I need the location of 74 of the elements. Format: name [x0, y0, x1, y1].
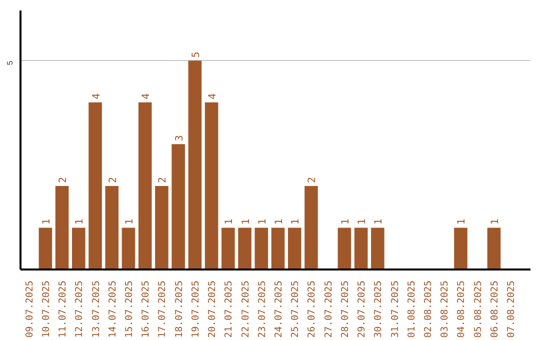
x-tick-label: 28.07.2025 [340, 280, 351, 338]
bar [72, 228, 86, 270]
data-label: 1 [224, 218, 236, 225]
x-tick-label: 07.08.2025 [506, 280, 518, 338]
data-label: 2 [108, 176, 119, 183]
x-tick-label: 01.08.2025 [406, 280, 418, 338]
bar [172, 144, 185, 270]
bar [338, 228, 352, 270]
x-tick-label: 27.07.2025 [323, 280, 334, 338]
x-tick-label: 04.08.2025 [456, 280, 468, 338]
x-tick-label: 25.07.2025 [290, 280, 302, 338]
x-tick-label: 29.07.2025 [356, 280, 368, 338]
data-label: 5 [190, 52, 202, 58]
data-label: 1 [340, 218, 352, 225]
data-label: 4 [208, 93, 219, 100]
bar [105, 186, 119, 270]
bar [288, 228, 302, 270]
x-tick-label: 21.07.2025 [224, 280, 235, 338]
bar [222, 228, 235, 270]
x-tick-label: 22.07.2025 [240, 280, 252, 338]
data-label: 1 [74, 218, 86, 225]
x-tick-label: 05.08.2025 [472, 280, 484, 338]
x-tick-label: 06.08.2025 [489, 280, 500, 338]
x-tick-label: 26.07.2025 [306, 280, 318, 338]
bar [204, 102, 218, 270]
data-label: 1 [374, 218, 385, 225]
data-label: 2 [58, 176, 70, 183]
x-tick-label: 16.07.2025 [140, 280, 152, 338]
x-tick-label: 17.07.2025 [157, 280, 168, 338]
x-tick-label: 18.07.2025 [174, 280, 185, 338]
data-label: 1 [357, 218, 368, 225]
bar [238, 228, 252, 270]
data-label: 2 [158, 176, 169, 183]
bar [254, 228, 268, 270]
data-label: 4 [141, 93, 152, 100]
bar [271, 228, 285, 270]
data-label: 4 [91, 93, 102, 100]
data-label: 1 [257, 218, 268, 225]
x-tick-label: 19.07.2025 [190, 280, 202, 338]
data-label: 1 [41, 218, 52, 225]
bar [38, 228, 52, 270]
data-label: 1 [490, 218, 501, 225]
bar [88, 102, 102, 270]
x-tick-label: 09.07.2025 [24, 280, 36, 338]
bar [155, 186, 168, 270]
x-tick-label: 31.07.2025 [390, 280, 401, 338]
x-tick-label: 02.08.2025 [423, 280, 434, 338]
bar [487, 228, 501, 270]
x-tick-label: 10.07.2025 [40, 280, 52, 338]
bar [304, 186, 318, 270]
data-label: 1 [274, 218, 285, 225]
bar [122, 228, 136, 270]
x-tick-label: 24.07.2025 [273, 280, 284, 338]
x-tick-label: 20.07.2025 [207, 280, 218, 338]
x-tick-label: 15.07.2025 [124, 280, 135, 338]
data-label: 1 [456, 218, 468, 225]
x-tick-label: 12.07.2025 [74, 280, 86, 338]
bar [138, 102, 152, 270]
bar [454, 228, 468, 270]
x-tick-label: 11.07.2025 [58, 280, 69, 338]
data-label: 1 [240, 218, 252, 225]
bar [188, 60, 202, 270]
x-tick-label: 14.07.2025 [107, 280, 118, 338]
bar [354, 228, 368, 270]
x-tick-label: 13.07.2025 [90, 280, 102, 338]
x-tick-label: 23.07.2025 [256, 280, 268, 338]
bar [371, 228, 384, 270]
data-label: 3 [174, 135, 186, 142]
x-tick-label: 03.08.2025 [440, 280, 451, 338]
data-label: 2 [307, 176, 318, 183]
data-label: 1 [124, 218, 136, 225]
data-label: 1 [290, 218, 302, 225]
x-tick-label: 30.07.2025 [373, 280, 384, 338]
bar [55, 186, 69, 270]
